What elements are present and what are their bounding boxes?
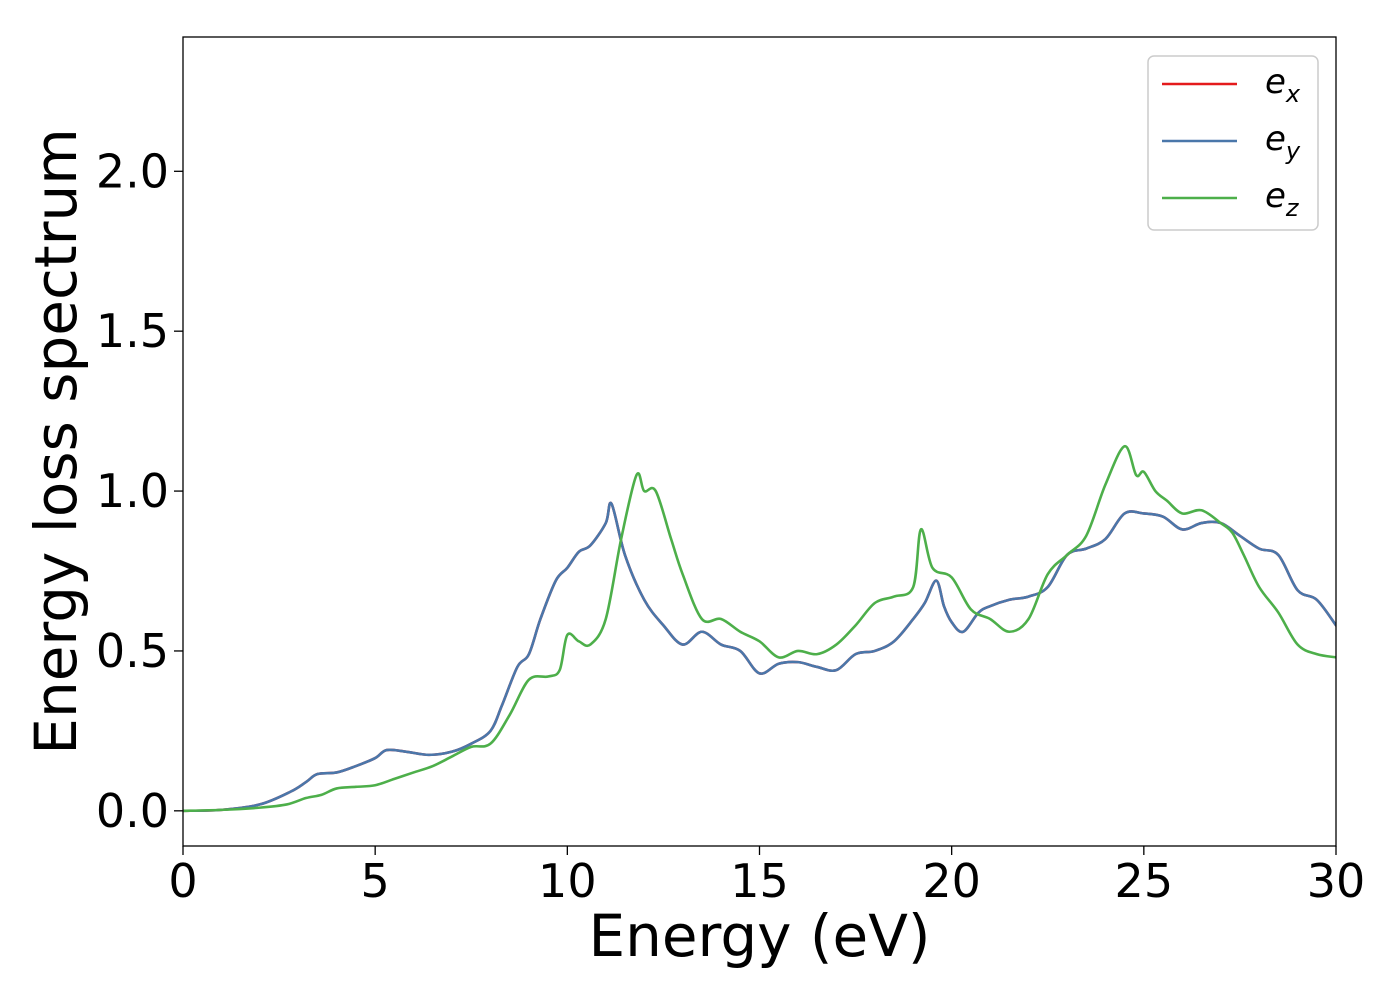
series-line-z (183, 445, 1336, 813)
x-tick-label: 0 (168, 854, 197, 908)
y-tick-label: 0.0 (96, 784, 169, 838)
x-tick-label: 15 (730, 854, 789, 908)
x-tick-label: 20 (922, 854, 981, 908)
y-axis-title: Energy loss spectrum (22, 128, 90, 754)
x-tick-label: 25 (1115, 854, 1174, 908)
x-tick-label: 30 (1307, 854, 1366, 908)
y-tick-label: 2.0 (96, 144, 169, 198)
x-axis: 0 5 10 15 20 25 30 (168, 846, 1365, 908)
legend-subscript-x: x (1285, 80, 1301, 108)
plot-lines-group (183, 445, 1336, 813)
x-tick-label: 5 (361, 854, 390, 908)
legend-subscript-z: z (1285, 194, 1300, 222)
y-tick-label: 1.0 (96, 464, 169, 518)
x-tick-label: 10 (538, 854, 597, 908)
x-axis-title: Energy (eV) (588, 902, 930, 970)
y-axis: 0.0 0.5 1.0 1.5 2.0 (96, 144, 183, 838)
legend-subscript-y: y (1285, 137, 1301, 165)
y-tick-label: 1.5 (96, 304, 169, 358)
series-line-x (183, 501, 1336, 813)
legend-box (1147, 55, 1319, 231)
series-line-y (183, 501, 1336, 813)
y-tick-label: 0.5 (96, 624, 169, 678)
